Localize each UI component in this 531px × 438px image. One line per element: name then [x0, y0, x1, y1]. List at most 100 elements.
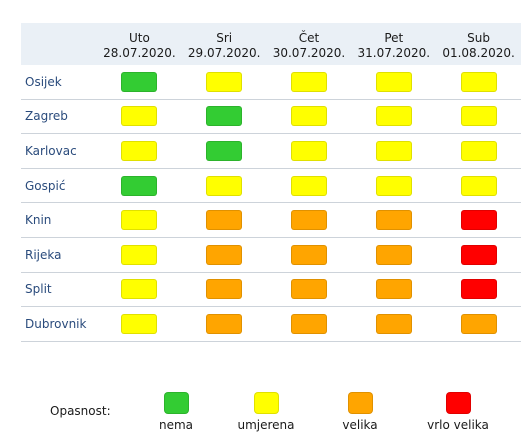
legend-swatch — [445, 392, 471, 414]
forecast-cell — [182, 273, 267, 307]
city-name[interactable]: Karlovac — [25, 143, 77, 158]
forecast-cell — [436, 65, 521, 99]
forecast-cell — [436, 307, 521, 341]
forecast-cell — [182, 238, 267, 272]
danger-level-swatch — [375, 313, 412, 334]
forecast-cell — [182, 100, 267, 134]
city-name[interactable]: Rijeka — [25, 247, 62, 262]
danger-level-swatch — [375, 210, 412, 231]
legend-title: Opasnost: — [50, 404, 111, 418]
forecast-cell — [97, 100, 182, 134]
table-body: Osijek Zagreb Karlovac Gospić Knin Rijeka Spli… — [21, 65, 521, 342]
forecast-cell — [267, 307, 352, 341]
day-date: 28.07.2020. — [103, 46, 176, 60]
danger-level-swatch — [121, 106, 158, 127]
danger-level-swatch — [121, 244, 158, 265]
forecast-cell — [267, 65, 352, 99]
danger-level-swatch — [375, 140, 412, 161]
day-date: 30.07.2020. — [272, 46, 346, 60]
danger-level-swatch — [121, 313, 158, 334]
forecast-cell — [267, 238, 352, 272]
forecast-cell — [351, 134, 436, 168]
legend-item-umjerena: umjerena — [226, 392, 306, 432]
city-name[interactable]: Dubrovnik — [25, 316, 87, 331]
danger-level-swatch — [460, 313, 497, 334]
forecast-cell — [267, 100, 352, 134]
forecast-cell — [97, 238, 182, 272]
danger-level-swatch — [290, 210, 327, 231]
forecast-cell — [97, 307, 182, 341]
legend-item-nema: nema — [136, 392, 216, 432]
table-header: Uto 28.07.2020. Sri 29.07.2020. Čet 30.07.2… — [21, 23, 521, 65]
danger-level-swatch — [206, 313, 243, 334]
danger-level-swatch — [460, 279, 497, 300]
table-row: Osijek — [21, 65, 521, 100]
danger-level-swatch — [460, 210, 497, 231]
forecast-cell — [182, 307, 267, 341]
city-name[interactable]: Gospić — [25, 178, 66, 193]
city-name[interactable]: Knin — [25, 213, 52, 228]
danger-level-swatch — [206, 279, 243, 300]
fire-danger-table: Uto 28.07.2020. Sri 29.07.2020. Čet 30.07.2… — [21, 23, 521, 342]
legend-swatch — [253, 392, 279, 414]
forecast-cell — [436, 238, 521, 272]
forecast-cell — [436, 169, 521, 203]
city-name[interactable]: Zagreb — [25, 109, 68, 124]
danger-level-swatch — [206, 175, 243, 196]
forecast-cell — [436, 273, 521, 307]
danger-level-swatch — [121, 210, 158, 231]
forecast-cell — [97, 273, 182, 307]
forecast-cell — [351, 100, 436, 134]
forecast-cell — [351, 307, 436, 341]
day-header: Sub 01.08.2020. — [436, 23, 521, 65]
table-row: Dubrovnik — [21, 307, 521, 342]
header-corner — [21, 23, 97, 65]
forecast-cell — [97, 169, 182, 203]
day-name: Sri — [216, 31, 233, 45]
legend-item-vrlo-velika: vrlo velika — [418, 392, 498, 432]
forecast-cell — [351, 169, 436, 203]
forecast-cell — [267, 169, 352, 203]
forecast-cell — [436, 134, 521, 168]
danger-level-swatch — [121, 140, 158, 161]
danger-level-swatch — [121, 279, 158, 300]
forecast-cell — [267, 134, 352, 168]
day-header: Pet 31.07.2020. — [351, 23, 436, 65]
danger-level-swatch — [290, 313, 327, 334]
danger-level-swatch — [460, 175, 497, 196]
forecast-cell — [351, 238, 436, 272]
forecast-cell — [267, 203, 352, 237]
danger-level-swatch — [206, 71, 243, 92]
danger-level-swatch — [375, 279, 412, 300]
legend-label: nema — [158, 418, 194, 432]
legend: Opasnost: nema umjerena velika vrlo veli… — [0, 392, 531, 438]
danger-level-swatch — [206, 210, 243, 231]
legend-label: umjerena — [237, 418, 295, 432]
forecast-cell — [351, 273, 436, 307]
danger-level-swatch — [375, 175, 412, 196]
danger-level-swatch — [290, 175, 327, 196]
danger-level-swatch — [206, 140, 243, 161]
danger-level-swatch — [290, 71, 327, 92]
danger-level-swatch — [460, 71, 497, 92]
forecast-cell — [267, 273, 352, 307]
table-row: Karlovac — [21, 134, 521, 169]
danger-level-swatch — [460, 106, 497, 127]
forecast-cell — [97, 65, 182, 99]
danger-level-swatch — [206, 106, 243, 127]
table-row: Split — [21, 273, 521, 308]
city-name[interactable]: Split — [25, 282, 52, 297]
forecast-cell — [182, 203, 267, 237]
day-name: Pet — [384, 31, 404, 45]
danger-level-swatch — [290, 140, 327, 161]
day-name: Uto — [128, 31, 150, 45]
danger-level-swatch — [375, 244, 412, 265]
danger-level-swatch — [375, 71, 412, 92]
city-name[interactable]: Osijek — [25, 74, 62, 89]
day-name: Sub — [467, 31, 490, 45]
forecast-cell — [351, 65, 436, 99]
table-row: Knin — [21, 203, 521, 238]
table-row: Rijeka — [21, 238, 521, 273]
danger-level-swatch — [206, 244, 243, 265]
danger-level-swatch — [375, 106, 412, 127]
